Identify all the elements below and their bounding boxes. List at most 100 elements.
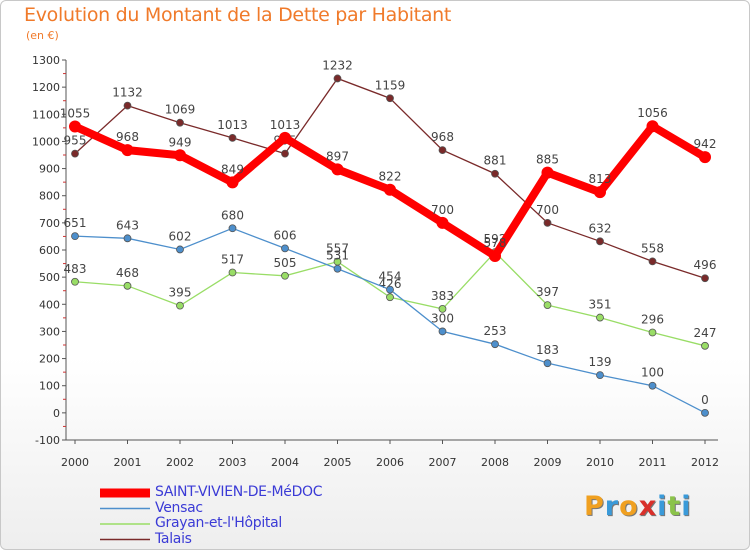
data-point: [123, 234, 132, 243]
data-label: 955: [64, 134, 87, 148]
data-point: [489, 249, 501, 262]
y-tick-label: -100: [35, 434, 60, 447]
data-point: [436, 216, 449, 229]
data-label: 100: [641, 366, 664, 380]
y-tick-label: 400: [39, 298, 60, 311]
data-label: 651: [64, 216, 87, 230]
data-label: 1055: [60, 107, 91, 121]
data-label: 822: [379, 170, 402, 184]
x-tick-label: 2001: [114, 456, 142, 469]
data-point: [438, 304, 447, 313]
proxiti-logo: Proxiti: [584, 491, 692, 522]
data-point: [491, 340, 499, 349]
y-tick-label: 1000: [32, 135, 60, 148]
data-point: [596, 313, 604, 322]
logo-letter: t: [667, 491, 682, 522]
data-label: 968: [431, 130, 454, 144]
x-tick-label: 2008: [481, 456, 509, 469]
data-point: [701, 408, 709, 417]
data-point: [176, 301, 184, 310]
data-label: 602: [169, 229, 192, 243]
data-point: [491, 169, 499, 178]
y-tick-label: 700: [39, 217, 60, 230]
data-point: [384, 183, 396, 196]
data-point: [386, 293, 394, 302]
data-point: [333, 264, 342, 273]
x-tick-label: 2007: [429, 456, 457, 469]
data-label: 395: [169, 286, 192, 300]
data-label: 881: [484, 154, 507, 168]
logo-letter: r: [604, 491, 620, 522]
data-label: 700: [431, 203, 454, 217]
data-label: 253: [484, 324, 507, 338]
data-point: [228, 133, 237, 142]
data-point: [228, 224, 237, 233]
data-point: [331, 163, 344, 176]
x-tick-label: 2009: [534, 456, 562, 469]
data-label: 578: [484, 236, 507, 250]
data-label: 942: [694, 137, 717, 151]
data-label: 0: [701, 393, 709, 407]
data-point: [121, 144, 134, 157]
data-point: [226, 176, 239, 189]
x-tick-label: 2010: [586, 456, 614, 469]
data-label: 700: [536, 203, 559, 217]
data-point: [543, 218, 552, 227]
y-tick-label: 0: [53, 407, 60, 420]
data-label: 247: [694, 326, 717, 340]
data-point: [596, 371, 604, 380]
data-label: 397: [536, 285, 559, 299]
y-tick-label: 800: [39, 190, 60, 203]
data-label: 606: [274, 228, 297, 242]
data-label: 968: [116, 130, 139, 144]
data-label: 139: [589, 355, 612, 369]
data-point: [648, 381, 657, 390]
data-label: 517: [221, 253, 244, 267]
y-tick-label: 200: [39, 353, 60, 366]
x-tick-label: 2005: [324, 456, 352, 469]
data-label: 557: [326, 242, 349, 256]
data-point: [228, 268, 237, 277]
data-label: 949: [169, 135, 192, 149]
x-tick-label: 2011: [639, 456, 667, 469]
data-label: 1132: [112, 86, 143, 100]
data-point: [123, 281, 132, 290]
data-label: 1232: [322, 58, 353, 72]
data-label: 531: [326, 249, 349, 263]
data-label: 897: [326, 149, 349, 163]
data-point: [438, 146, 447, 155]
data-point: [543, 301, 552, 310]
data-label: 505: [274, 256, 297, 270]
data-label: 1013: [270, 118, 301, 132]
data-point: [176, 245, 184, 254]
data-point: [333, 74, 342, 83]
data-point: [281, 149, 289, 158]
data-point: [648, 328, 657, 337]
data-label: 1013: [217, 118, 248, 132]
data-point: [174, 149, 186, 162]
data-label: 483: [64, 262, 87, 276]
data-label: 632: [589, 221, 612, 235]
data-label: 351: [589, 298, 612, 312]
x-tick-label: 2006: [376, 456, 404, 469]
y-tick-label: 500: [39, 271, 60, 284]
y-tick-label: 1300: [32, 54, 60, 67]
x-tick-label: 2002: [166, 456, 194, 469]
data-point: [648, 257, 657, 266]
data-point: [646, 120, 659, 133]
data-point: [699, 151, 711, 164]
data-point: [386, 94, 394, 103]
data-label: 680: [221, 208, 244, 222]
data-point: [701, 341, 709, 350]
data-label: 813: [589, 172, 612, 186]
data-point: [71, 232, 79, 241]
data-point: [71, 277, 79, 286]
data-label: 849: [221, 162, 244, 176]
data-label: 643: [116, 218, 139, 232]
chart-title: Evolution du Montant de la Dette par Hab…: [24, 4, 452, 26]
data-label: 183: [536, 343, 559, 357]
x-tick-label: 2000: [61, 456, 89, 469]
legend-label: Grayan-et-l'Hôpital: [155, 515, 282, 531]
data-point: [596, 237, 604, 246]
